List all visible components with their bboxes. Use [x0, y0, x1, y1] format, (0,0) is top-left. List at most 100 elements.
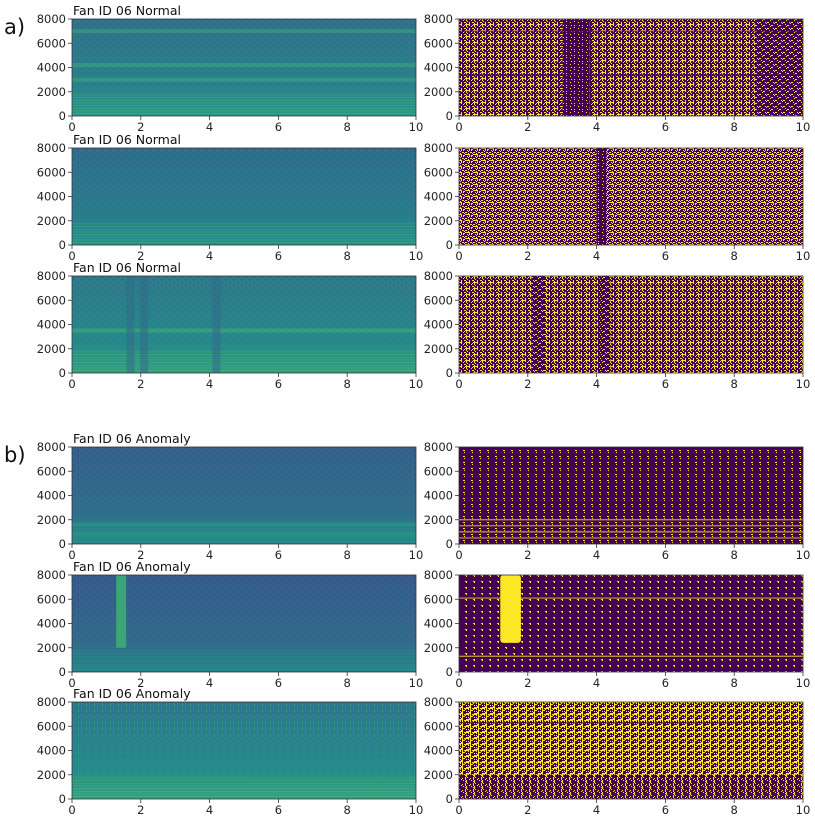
x-tick-label: 10 [409, 548, 424, 562]
x-tick-label: 10 [796, 377, 811, 391]
y-tick-label: 2000 [424, 85, 453, 99]
dark-region [600, 276, 611, 373]
frequency-band [72, 532, 416, 537]
y-tick-label: 8000 [37, 12, 66, 26]
y-tick-label: 2000 [424, 768, 453, 782]
x-tick-label: 6 [662, 249, 669, 263]
x-tick-label: 2 [524, 377, 531, 391]
x-tick-label: 0 [455, 803, 462, 817]
vertical-event [212, 276, 221, 373]
y-tick-label: 6000 [424, 592, 453, 606]
x-tick-label: 10 [796, 803, 811, 817]
x-tick-label: 2 [524, 803, 531, 817]
x-tick-label: 0 [68, 548, 75, 562]
y-tick-label: 8000 [424, 269, 453, 283]
x-tick-label: 8 [731, 676, 738, 690]
x-tick-label: 10 [409, 377, 424, 391]
y-tick-label: 4000 [37, 318, 66, 332]
dark-region [562, 19, 590, 116]
y-tick-label: 6000 [37, 36, 66, 50]
y-tick-label: 0 [446, 238, 453, 252]
x-tick-label: 2 [137, 377, 144, 391]
x-tick-label: 8 [731, 803, 738, 817]
panel-title: Fan ID 06 Anomaly [73, 431, 191, 446]
y-tick-label: 8000 [424, 141, 453, 155]
frequency-band [72, 63, 416, 68]
frequency-band [72, 29, 416, 34]
y-tick-label: 6000 [424, 293, 453, 307]
binarized-background [459, 447, 803, 544]
panel-spectrogram-3: 0 2 4 6 8 10 0 2000 4000 6000 8000 Fan ID 06 Normal [37, 260, 424, 391]
x-tick-label: 6 [275, 377, 282, 391]
y-tick-label: 0 [59, 238, 66, 252]
x-tick-label: 8 [731, 249, 738, 263]
x-tick-label: 8 [344, 377, 351, 391]
y-tick-label: 6000 [37, 293, 66, 307]
x-tick-label: 0 [68, 803, 75, 817]
x-tick-label: 2 [524, 676, 531, 690]
x-tick-label: 4 [206, 803, 213, 817]
group-label-a: a) [4, 15, 25, 39]
y-tick-label: 0 [446, 537, 453, 551]
y-tick-label: 8000 [37, 269, 66, 283]
panel-title: Fan ID 06 Normal [73, 3, 181, 18]
x-tick-label: 6 [275, 548, 282, 562]
x-tick-label: 4 [593, 377, 600, 391]
x-tick-label: 6 [275, 803, 282, 817]
bright-region [500, 575, 521, 643]
y-tick-label: 6000 [37, 719, 66, 733]
x-tick-label: 8 [731, 548, 738, 562]
panel-spectrogram-4: 0 2 4 6 8 10 0 2000 4000 6000 8000 Fan ID 06 Anomal… [37, 431, 424, 562]
x-tick-label: 6 [662, 548, 669, 562]
x-tick-label: 4 [593, 120, 600, 134]
y-tick-label: 6000 [37, 464, 66, 478]
vertical-event [116, 575, 127, 648]
y-tick-label: 8000 [37, 695, 66, 709]
x-tick-label: 8 [344, 548, 351, 562]
y-tick-label: 2000 [37, 768, 66, 782]
panel-title: Fan ID 06 Anomaly [73, 686, 191, 701]
x-tick-label: 2 [137, 676, 144, 690]
y-tick-label: 8000 [424, 12, 453, 26]
x-tick-label: 10 [409, 803, 424, 817]
x-tick-label: 0 [68, 676, 75, 690]
y-tick-label: 4000 [424, 61, 453, 75]
x-tick-label: 10 [796, 249, 811, 263]
binarized-background [459, 148, 803, 245]
x-tick-label: 8 [344, 676, 351, 690]
binarized-background [459, 19, 803, 116]
y-tick-label: 0 [446, 665, 453, 679]
panel-title: Fan ID 06 Normal [73, 260, 181, 275]
dark-region [754, 19, 803, 116]
x-tick-label: 6 [275, 676, 282, 690]
x-tick-label: 0 [455, 249, 462, 263]
y-tick-label: 6000 [37, 592, 66, 606]
y-tick-label: 8000 [424, 568, 453, 582]
x-tick-label: 8 [344, 803, 351, 817]
y-tick-label: 8000 [37, 568, 66, 582]
y-tick-label: 0 [446, 109, 453, 123]
x-tick-label: 4 [593, 548, 600, 562]
y-tick-label: 6000 [424, 464, 453, 478]
panel-spectrogram-1: 0 2 4 6 8 10 0 2000 4000 6000 8000 Fan ID 06 Normal [37, 3, 424, 134]
x-tick-label: 10 [409, 676, 424, 690]
y-tick-label: 2000 [37, 342, 66, 356]
y-tick-label: 8000 [37, 141, 66, 155]
y-tick-label: 2000 [424, 214, 453, 228]
y-tick-label: 2000 [424, 641, 453, 655]
y-tick-label: 6000 [424, 165, 453, 179]
frequency-band [72, 328, 416, 333]
panel-binarized-2: 0 2 4 6 8 10 0 2000 4000 6000 8000 [424, 141, 811, 263]
y-tick-label: 0 [59, 109, 66, 123]
panel-spectrogram-5: 0 2 4 6 8 10 0 2000 4000 6000 8000 Fan ID 06 Anomal… [37, 559, 424, 690]
x-tick-label: 0 [455, 676, 462, 690]
panel-binarized-4: 0 2 4 6 8 10 0 2000 4000 6000 8000 [424, 440, 811, 562]
x-tick-label: 8 [344, 120, 351, 134]
x-tick-label: 2 [137, 120, 144, 134]
x-tick-label: 6 [662, 803, 669, 817]
x-tick-label: 10 [409, 120, 424, 134]
y-tick-label: 2000 [424, 513, 453, 527]
x-tick-label: 4 [206, 548, 213, 562]
x-tick-label: 2 [524, 249, 531, 263]
